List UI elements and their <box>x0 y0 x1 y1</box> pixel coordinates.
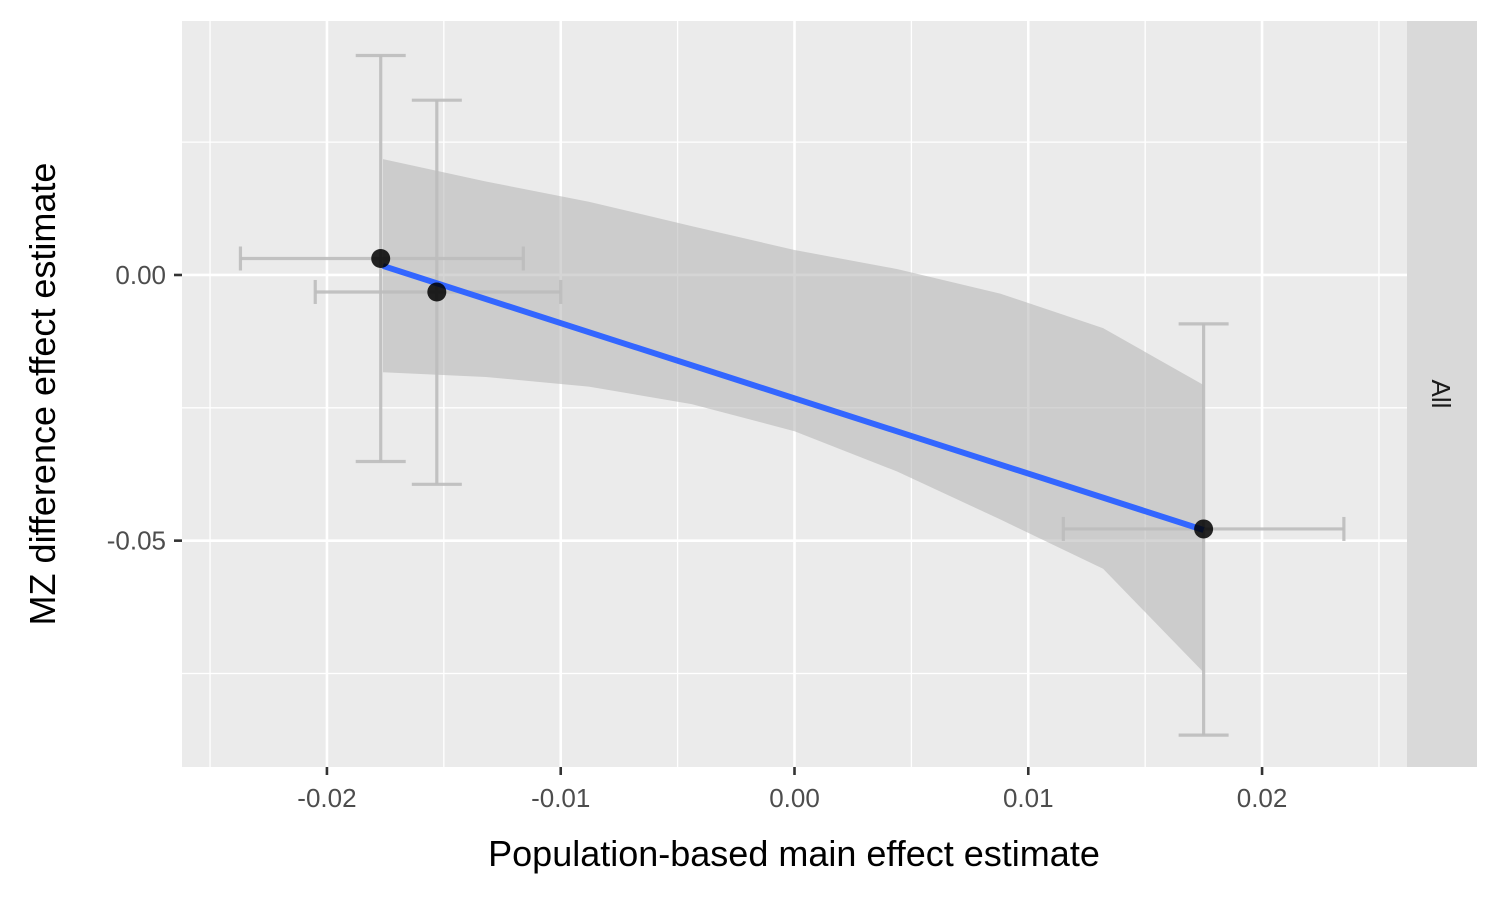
data-point <box>1194 519 1214 539</box>
facet-strip-label: All <box>1426 380 1456 409</box>
x-tick-label: -0.01 <box>531 783 590 813</box>
data-point <box>371 249 391 269</box>
y-axis: 0.00 -0.05 <box>107 260 182 556</box>
x-tick-label: -0.02 <box>297 783 356 813</box>
x-axis-title: Population-based main effect estimate <box>488 833 1100 874</box>
facet-strip <box>1407 21 1477 767</box>
x-tick-label: 0.02 <box>1237 783 1288 813</box>
x-tick-label: 0.00 <box>769 783 820 813</box>
y-axis-title: MZ difference effect estimate <box>22 163 63 626</box>
data-points <box>371 249 1214 539</box>
confidence-band <box>383 159 1204 673</box>
regression-line <box>382 263 1205 533</box>
x-tick-label: 0.01 <box>1003 783 1054 813</box>
y-tick-label: -0.05 <box>107 526 166 556</box>
y-tick-label: 0.00 <box>115 260 166 290</box>
data-point <box>427 282 447 302</box>
x-axis: -0.02 -0.01 0.00 0.01 0.02 <box>297 767 1287 813</box>
